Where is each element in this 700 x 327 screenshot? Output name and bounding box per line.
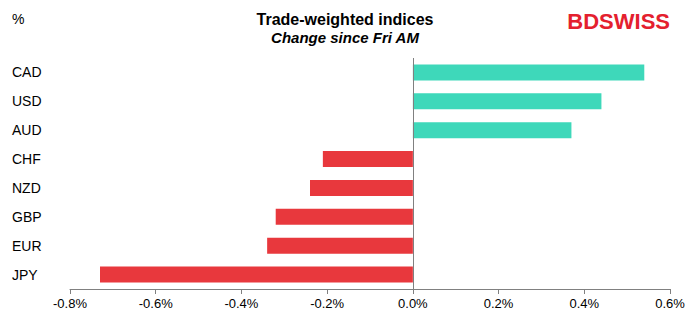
svg-text:BDSWISS: BDSWISS [567,9,670,34]
svg-text:USD: USD [12,93,42,109]
svg-text:0.2%: 0.2% [484,296,514,311]
svg-text:NZD: NZD [12,180,41,196]
svg-text:0.4%: 0.4% [569,296,599,311]
svg-text:0.0%: 0.0% [398,296,428,311]
svg-text:-0.4%: -0.4% [224,296,258,311]
svg-text:CHF: CHF [12,151,41,167]
svg-text:%: % [12,11,24,27]
svg-text:0.6%: 0.6% [655,296,685,311]
svg-text:AUD: AUD [12,122,42,138]
svg-text:JPY: JPY [12,267,38,283]
svg-text:GBP: GBP [12,209,42,225]
svg-text:-0.6%: -0.6% [139,296,173,311]
svg-text:CAD: CAD [12,64,42,80]
svg-text:Change since Fri AM: Change since Fri AM [271,29,419,46]
svg-text:EUR: EUR [12,238,42,254]
svg-text:Trade-weighted indices: Trade-weighted indices [257,11,434,28]
svg-text:-0.2%: -0.2% [310,296,344,311]
svg-text:-0.8%: -0.8% [53,296,87,311]
